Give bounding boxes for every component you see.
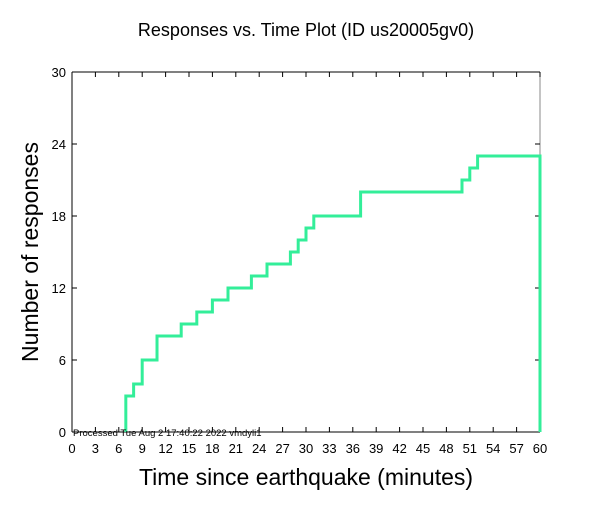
x-tick-label: 9 xyxy=(139,441,146,456)
chart-title: Responses vs. Time Plot (ID us20005gv0) xyxy=(138,20,474,40)
x-tick-label: 3 xyxy=(92,441,99,456)
x-tick-label: 6 xyxy=(115,441,122,456)
y-tick-label: 6 xyxy=(59,353,66,368)
y-tick-label: 12 xyxy=(52,281,66,296)
x-tick-label: 42 xyxy=(392,441,406,456)
y-tick-label: 30 xyxy=(52,65,66,80)
x-tick-label: 33 xyxy=(322,441,336,456)
x-tick-label: 18 xyxy=(205,441,219,456)
y-tick-label: 18 xyxy=(52,209,66,224)
x-tick-label: 24 xyxy=(252,441,266,456)
x-tick-label: 36 xyxy=(346,441,360,456)
x-tick-label: 27 xyxy=(275,441,289,456)
x-tick-label: 30 xyxy=(299,441,313,456)
x-tick-label: 57 xyxy=(509,441,523,456)
y-tick-label: 24 xyxy=(52,137,66,152)
x-tick-label: 12 xyxy=(158,441,172,456)
x-tick-label: 21 xyxy=(229,441,243,456)
x-axis-label: Time since earthquake (minutes) xyxy=(139,464,473,490)
x-tick-label: 0 xyxy=(68,441,75,456)
series-line xyxy=(124,154,542,432)
x-tick-label: 15 xyxy=(182,441,196,456)
x-tick-label: 39 xyxy=(369,441,383,456)
x-tick-label: 60 xyxy=(533,441,547,456)
x-tick-label: 45 xyxy=(416,441,430,456)
x-tick-label: 54 xyxy=(486,441,500,456)
y-tick-label: 0 xyxy=(59,425,66,440)
x-tick-label: 51 xyxy=(463,441,477,456)
processed-annotation: Processed Tue Aug 2 17:40:22 2022 vmdyli… xyxy=(73,428,262,439)
x-tick-label: 48 xyxy=(439,441,453,456)
y-axis-label: Number of responses xyxy=(17,142,43,362)
